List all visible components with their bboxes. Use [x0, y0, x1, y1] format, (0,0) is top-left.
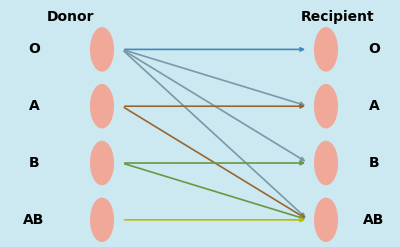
Text: B: B [369, 156, 379, 170]
Text: A: A [29, 99, 39, 113]
Polygon shape [314, 84, 338, 128]
Text: A: A [369, 99, 379, 113]
Polygon shape [314, 198, 338, 242]
Text: O: O [368, 42, 380, 56]
Text: Recipient: Recipient [301, 10, 375, 24]
Polygon shape [314, 27, 338, 72]
Polygon shape [90, 84, 114, 128]
Text: Donor: Donor [46, 10, 94, 24]
Polygon shape [90, 198, 114, 242]
Text: AB: AB [23, 213, 45, 227]
Text: O: O [28, 42, 40, 56]
Polygon shape [314, 141, 338, 185]
Text: B: B [29, 156, 39, 170]
Polygon shape [90, 27, 114, 72]
Text: AB: AB [363, 213, 385, 227]
Polygon shape [90, 141, 114, 185]
